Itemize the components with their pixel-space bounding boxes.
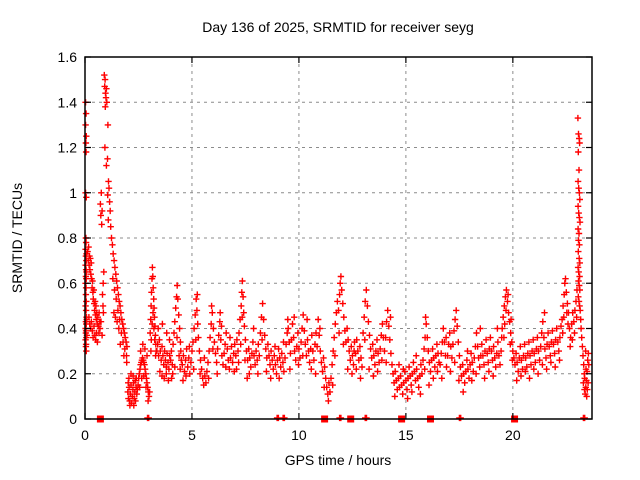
x-tick-label: 15 bbox=[398, 427, 414, 443]
y-tick-label: 1.2 bbox=[58, 140, 78, 156]
chart-title: Day 136 of 2025, SRMTID for receiver sey… bbox=[202, 19, 474, 35]
axis-tick-labels: 0 5 10 15 20 0 0.2 0.4 0.6 0.8 1 1.2 1.4 1.6 bbox=[58, 49, 521, 443]
data-points bbox=[82, 71, 592, 422]
x-tick-label: 10 bbox=[291, 427, 307, 443]
y-tick-label: 0 bbox=[69, 411, 77, 427]
y-tick-label: 0.8 bbox=[58, 230, 78, 246]
scatter-plus-markers bbox=[82, 71, 592, 422]
y-tick-label: 1.4 bbox=[58, 94, 78, 110]
y-tick-label: 0.6 bbox=[58, 275, 78, 291]
x-tick-label: 20 bbox=[505, 427, 521, 443]
x-axis-label: GPS time / hours bbox=[285, 452, 392, 468]
y-tick-label: 0.2 bbox=[58, 366, 78, 382]
x-tick-label: 5 bbox=[188, 427, 196, 443]
axis-ticks bbox=[84, 56, 592, 420]
y-tick-label: 1.6 bbox=[58, 49, 78, 65]
y-axis-label: SRMTID / TECUs bbox=[9, 183, 25, 293]
y-tick-label: 1 bbox=[69, 185, 77, 201]
y-tick-label: 0.4 bbox=[58, 321, 78, 337]
x-tick-label: 0 bbox=[81, 427, 89, 443]
